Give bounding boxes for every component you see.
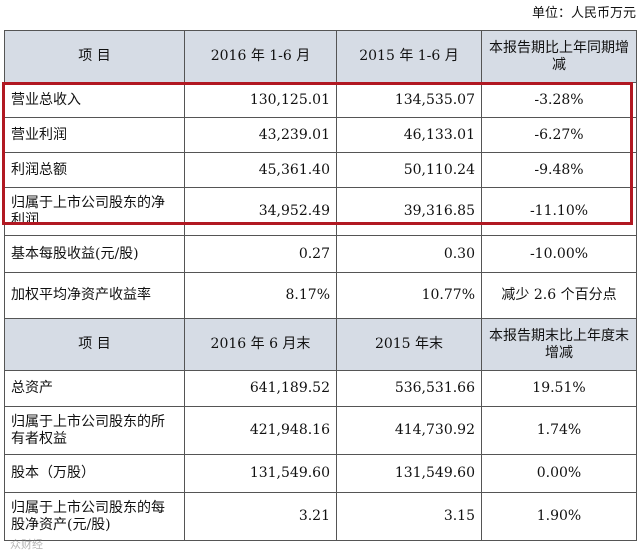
section1-header-row: 项 目 2016 年 1-6 月 2015 年 1-6 月 本报告期比上年同期增… <box>4 30 637 83</box>
current-value: 3.21 <box>184 492 337 541</box>
unit-label: 单位：人民币万元 <box>531 6 636 21</box>
table-row: 归属于上市公司股东的所有者权益 421,948.16 414,730.92 1.… <box>4 406 637 455</box>
table-row: 归属于上市公司股东的每股净资产(元/股) 3.21 3.15 1.90% <box>4 492 637 541</box>
table-row: 基本每股收益(元/股) 0.27 0.30 -10.00% <box>4 235 637 273</box>
change-value: 1.90% <box>481 492 637 541</box>
current-value: 43,239.01 <box>184 117 337 153</box>
prior-value: 134,535.07 <box>336 82 482 118</box>
current-value: 34,952.49 <box>184 187 337 236</box>
prior-value: 46,133.01 <box>336 117 482 153</box>
table-row: 营业总收入 130,125.01 134,535.07 -3.28% <box>4 82 637 118</box>
prior-value: 50,110.24 <box>336 152 482 188</box>
current-value: 130,125.01 <box>184 82 337 118</box>
row-label: 利润总额 <box>4 152 185 188</box>
watermark-logo: 众财经 <box>10 538 43 551</box>
header-item: 项 目 <box>4 318 185 371</box>
header-prior-year-end: 2015 年末 <box>336 318 482 371</box>
change-value: 0.00% <box>481 454 637 493</box>
change-value: -6.27% <box>481 117 637 153</box>
table-row: 总资产 641,189.52 536,531.66 19.51% <box>4 370 637 407</box>
header-item: 项 目 <box>4 30 185 83</box>
row-label: 营业总收入 <box>4 82 185 118</box>
change-value: 减少 2.6 个百分点 <box>481 272 637 319</box>
financial-table: 项 目 2016 年 1-6 月 2015 年 1-6 月 本报告期比上年同期增… <box>4 30 637 541</box>
header-prior-period: 2015 年 1-6 月 <box>336 30 482 83</box>
prior-value: 0.30 <box>336 235 482 273</box>
table-row: 归属于上市公司股东的净利润 34,952.49 39,316.85 -11.10… <box>4 187 637 236</box>
current-value: 641,189.52 <box>184 370 337 407</box>
change-value: -11.10% <box>481 187 637 236</box>
section2-header-row: 项 目 2016 年 6 月末 2015 年末 本报告期末比上年度末增减 <box>4 318 637 371</box>
table-row: 股本（万股） 131,549.60 131,549.60 0.00% <box>4 454 637 493</box>
row-label: 营业利润 <box>4 117 185 153</box>
change-value: -9.48% <box>481 152 637 188</box>
prior-value: 131,549.60 <box>336 454 482 493</box>
row-label: 归属于上市公司股东的所有者权益 <box>4 406 185 455</box>
change-value: 1.74% <box>481 406 637 455</box>
current-value: 421,948.16 <box>184 406 337 455</box>
row-label: 归属于上市公司股东的净利润 <box>4 187 185 236</box>
current-value: 8.17% <box>184 272 337 319</box>
prior-value: 39,316.85 <box>336 187 482 236</box>
row-label: 总资产 <box>4 370 185 407</box>
prior-value: 536,531.66 <box>336 370 482 407</box>
change-value: -10.00% <box>481 235 637 273</box>
header-change: 本报告期比上年同期增减 <box>481 30 637 83</box>
row-label: 股本（万股） <box>4 454 185 493</box>
table-row: 利润总额 45,361.40 50,110.24 -9.48% <box>4 152 637 188</box>
change-value: 19.51% <box>481 370 637 407</box>
table-row: 营业利润 43,239.01 46,133.01 -6.27% <box>4 117 637 153</box>
current-value: 131,549.60 <box>184 454 337 493</box>
row-label: 基本每股收益(元/股) <box>4 235 185 273</box>
prior-value: 3.15 <box>336 492 482 541</box>
current-value: 0.27 <box>184 235 337 273</box>
header-change: 本报告期末比上年度末增减 <box>481 318 637 371</box>
current-value: 45,361.40 <box>184 152 337 188</box>
row-label: 加权平均净资产收益率 <box>4 272 185 319</box>
table-row: 加权平均净资产收益率 8.17% 10.77% 减少 2.6 个百分点 <box>4 272 637 319</box>
row-label: 归属于上市公司股东的每股净资产(元/股) <box>4 492 185 541</box>
prior-value: 10.77% <box>336 272 482 319</box>
prior-value: 414,730.92 <box>336 406 482 455</box>
header-current-period: 2016 年 1-6 月 <box>184 30 337 83</box>
change-value: -3.28% <box>481 82 637 118</box>
header-current-period-end: 2016 年 6 月末 <box>184 318 337 371</box>
